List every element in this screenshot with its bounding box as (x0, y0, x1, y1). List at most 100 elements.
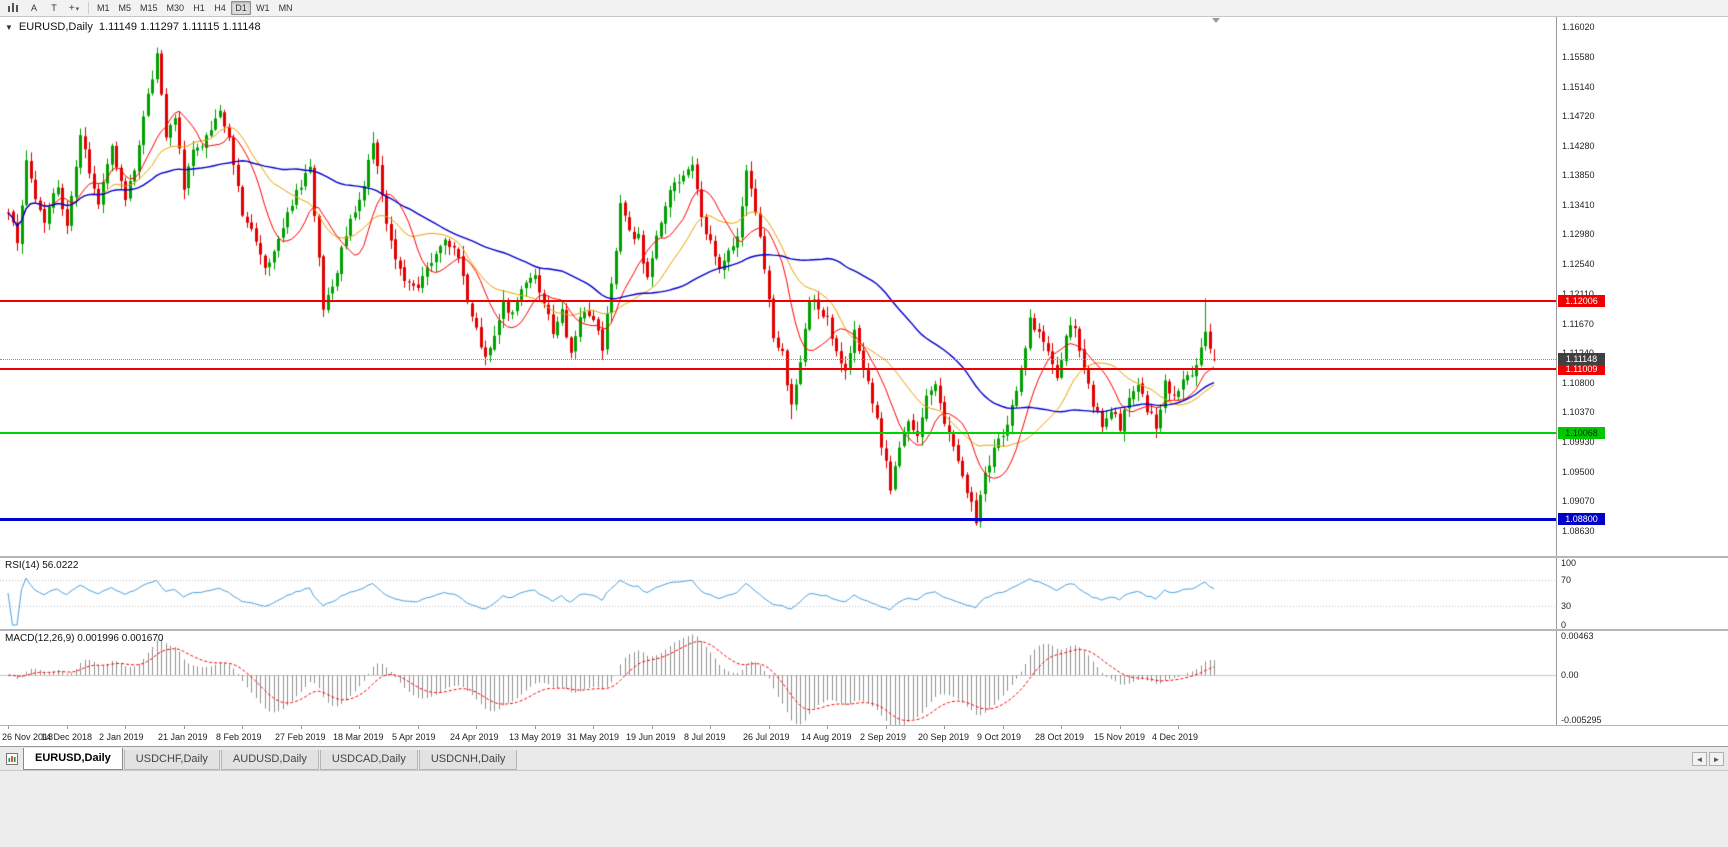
date-tick (67, 726, 68, 729)
date-tick (710, 726, 711, 729)
ohlc-readout: 1.11149 1.11297 1.11115 1.11148 (98, 21, 261, 33)
date-tick (827, 726, 828, 729)
price-marker-badge: 1.10068 (1558, 426, 1605, 439)
tabs: EURUSD,Daily USDCHF,Daily AUDUSD,Daily USDC… (23, 748, 518, 770)
date-tick (1178, 726, 1179, 729)
timeframe-button-w1[interactable]: W1 (256, 3, 270, 13)
date-label: 26 Jul 2019 (743, 732, 790, 742)
date-tick (8, 726, 9, 729)
tab-audusd-daily[interactable]: AUDUSD,Daily (220, 750, 319, 770)
price-axis-label: 1.13850 (1562, 169, 1595, 180)
price-marker-badge: 1.12006 (1558, 294, 1605, 307)
date-tick (886, 726, 887, 729)
price-axis-label: 1.09500 (1562, 466, 1595, 477)
date-tick (652, 726, 653, 729)
chart-tab-bar: EURUSD,Daily USDCHF,Daily AUDUSD,Daily USDC… (0, 746, 1728, 770)
rsi-axis-label: 0 (1561, 620, 1567, 630)
symbol-title: EURUSD,Daily (18, 21, 93, 33)
date-tick (418, 726, 419, 729)
tab-eurusd-daily[interactable]: EURUSD,Daily (23, 748, 123, 770)
price-axis-label: 1.15580 (1562, 52, 1595, 62)
price-axis-label: 1.10370 (1562, 407, 1595, 418)
status-area (0, 770, 1728, 847)
date-label: 21 Jan 2019 (158, 732, 208, 742)
date-label: 5 Apr 2019 (392, 732, 436, 742)
crosshair-icon: + (68, 3, 75, 14)
rsi-axis-label: 30 (1561, 600, 1572, 611)
macd-axis-label: 0.00463 (1561, 631, 1594, 641)
text-tool-button[interactable]: T (51, 3, 57, 13)
tab-usdchf-daily[interactable]: USDCHF,Daily (123, 750, 220, 770)
macd-canvas[interactable] (0, 631, 1557, 725)
timeframe-group: M1 M5 M15 M30 H1 H4 D1 W1 MN (93, 1, 297, 15)
date-label: 4 Dec 2019 (1152, 732, 1199, 742)
date-label: 14 Dec 2018 (41, 732, 93, 742)
window-icon-glyph (6, 753, 18, 765)
date-axis: 26 Nov 2018 14 Dec 2018 2 Jan 2019 21 Jan 2… (0, 725, 1728, 746)
chart-icon-glyph (7, 3, 18, 12)
pane-separator[interactable] (0, 629, 1728, 631)
chart-icon[interactable] (4, 1, 22, 15)
window-icon[interactable] (4, 750, 20, 768)
crosshair-tool-button[interactable]: +▾ (64, 1, 84, 15)
timeframe-button-m1[interactable]: M1 (97, 3, 110, 13)
timeframe-button-mn[interactable]: MN (278, 3, 293, 13)
date-tick (1120, 726, 1121, 729)
date-label: 13 May 2019 (509, 732, 562, 742)
date-label: 2 Sep 2019 (860, 732, 907, 742)
price-axis-label: 1.16020 (1562, 22, 1595, 32)
timeframe-button-h1[interactable]: H1 (193, 3, 205, 13)
pane-separator[interactable] (0, 556, 1728, 558)
tab-usdcad-daily[interactable]: USDCAD,Daily (319, 750, 418, 770)
price-chart-canvas[interactable] (0, 17, 1556, 556)
dropdown-arrow-icon: ▾ (75, 6, 80, 13)
price-axis-label: 1.09930 (1562, 437, 1595, 448)
tab-scroll-right-button[interactable]: ► (1709, 752, 1724, 766)
rsi-label: RSI(14) 56.0222 (5, 560, 79, 571)
collapse-chart-icon[interactable]: ▼ (5, 22, 13, 32)
timeframe-button-h4[interactable]: H4 (214, 3, 226, 13)
tab-scroll: ◄ ► (1692, 752, 1724, 766)
date-tick (184, 726, 185, 729)
price-marker-badge: 1.08800 (1558, 513, 1605, 526)
price-axis-label: 1.13410 (1562, 200, 1595, 210)
price-axis: 1.16020 1.15580 1.15140 1.14720 1.14280 1.138… (1556, 17, 1728, 556)
price-axis-label: 1.12110 (1562, 288, 1594, 299)
price-axis-label: 1.12980 (1562, 229, 1595, 240)
macd-label: MACD(12,26,9) 0.001996 0.001670 (5, 633, 164, 644)
price-marker-badge: 1.11148 (1558, 353, 1605, 366)
macd-pane: MACD(12,26,9) 0.001996 0.001670 0.00463 0… (0, 631, 1728, 725)
rsi-canvas[interactable] (0, 558, 1557, 629)
date-label: 27 Feb 2019 (275, 732, 326, 742)
date-tick (944, 726, 945, 729)
rsi-pane: RSI(14) 56.0222 100 70 30 0 (0, 558, 1728, 630)
chart-title: ▼ EURUSD,Daily 1.11149 1.11297 1.11115 1… (5, 21, 261, 33)
rsi-axis-label: 70 (1561, 575, 1572, 586)
date-tick (242, 726, 243, 729)
price-chart-pane: ▼ EURUSD,Daily 1.11149 1.11297 1.11115 1… (0, 17, 1728, 556)
tab-usdcnh-daily[interactable]: USDCNH,Daily (418, 750, 518, 770)
chart-shift-marker[interactable] (1212, 18, 1220, 23)
tab-scroll-left-button[interactable]: ◄ (1692, 752, 1707, 766)
date-tick (359, 726, 360, 729)
cursor-tool-button[interactable]: A (30, 3, 37, 13)
date-label: 8 Jul 2019 (684, 732, 726, 742)
date-label: 24 Apr 2019 (450, 732, 499, 742)
timeframe-button-m30[interactable]: M30 (166, 3, 185, 13)
timeframe-button-d1[interactable]: D1 (231, 1, 252, 15)
timeframe-button-m15[interactable]: M15 (140, 3, 158, 13)
price-axis-label: 1.12540 (1562, 259, 1595, 270)
price-axis-label: 1.10800 (1562, 378, 1595, 388)
macd-axis-label: -0.005295 (1561, 715, 1602, 725)
date-tick (1061, 726, 1062, 729)
date-tick (476, 726, 477, 729)
date-label: 19 Jun 2019 (626, 732, 676, 742)
date-tick (535, 726, 536, 729)
date-tick (769, 726, 770, 729)
date-label: 9 Oct 2019 (977, 732, 1022, 742)
date-label: 31 May 2019 (567, 732, 620, 742)
timeframe-button-m5[interactable]: M5 (118, 3, 132, 13)
price-axis-label: 1.15140 (1562, 82, 1595, 93)
date-label: 26 Nov 2018 (2, 732, 54, 742)
